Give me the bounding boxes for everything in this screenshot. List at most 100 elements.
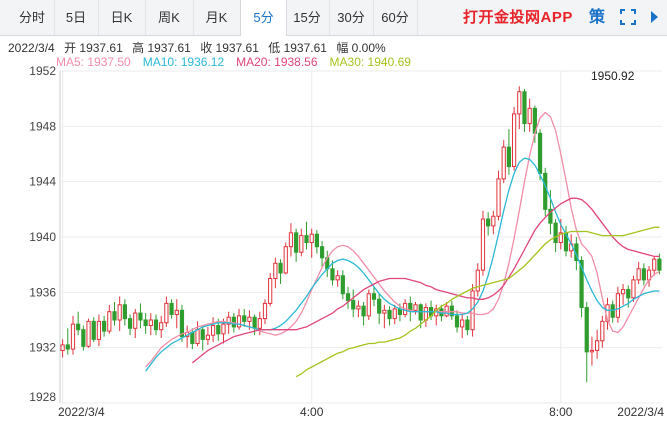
x-tick-label: 2022/3/4 [617,405,664,419]
candle-body [465,319,470,331]
candle [174,299,179,329]
candle [200,326,205,351]
ma-line-ma20 [191,197,660,364]
candle [434,304,439,326]
candle [444,302,449,318]
candle [449,300,454,320]
candle [299,228,304,257]
candle [377,293,382,325]
candle [413,302,418,315]
candle-body [657,258,662,271]
candle-body [366,293,371,317]
y-tick-label: 1932 [29,341,56,355]
candle [309,228,314,258]
candle-body [195,329,200,345]
candle-body [449,305,454,317]
tab-5[interactable]: 5分 [240,0,287,36]
candle [283,242,288,275]
candle-body [569,243,574,252]
candle [403,299,408,318]
candle [117,296,122,332]
candle [610,300,615,323]
candle-body [605,304,610,322]
candle-body [268,278,273,304]
candle-body [153,319,159,331]
candle-body [81,329,86,347]
candle-body [70,323,76,350]
y-tick-label: 1928 [29,390,56,404]
candle [548,189,553,235]
candle-body [563,232,569,252]
candle [631,275,636,303]
tab-0[interactable]: 分时 [10,0,55,35]
candle-body [283,246,288,274]
candle [65,328,70,355]
candle-body [242,315,247,322]
candle-body [397,308,403,315]
candle-body [408,302,413,311]
candle [294,228,299,262]
candle [356,300,361,318]
candle-body [117,304,122,321]
candle [179,304,185,343]
candle-body [247,316,252,322]
candle-body [387,309,392,320]
fullscreen-icon[interactable] [620,9,636,25]
candle [646,266,652,287]
open-app-link[interactable]: 打开金投网APP [463,9,573,26]
candle-body [543,172,548,210]
candle [127,314,133,336]
chevron-right-icon[interactable] [648,10,660,24]
candle-body [371,293,377,300]
tab-4[interactable]: 月K [193,0,241,35]
candle-body [537,132,543,174]
candle [252,314,257,336]
ma-line-ma30 [295,226,660,378]
candle-body [595,340,600,351]
candle-body [190,331,195,345]
candle [330,260,335,286]
candle-body [574,243,579,262]
ma-legend-item: MA30: 1940.69 [329,55,411,69]
candle [314,230,319,254]
candle-body [382,309,387,314]
candle [102,315,107,337]
candle-body [439,308,444,317]
y-tick-label: 1944 [29,175,56,189]
tab-6[interactable]: 15分 [285,0,330,35]
quote-change: 幅 0.00% [336,41,386,55]
tab-3[interactable]: 周K [145,0,194,35]
candle-body [470,290,475,331]
candle [501,140,506,184]
tab-7[interactable]: 30分 [329,0,374,35]
quote-close: 收 1937.61 [200,41,259,55]
candle-body [615,293,620,318]
tab-2[interactable]: 日K [98,0,146,35]
candle [584,302,589,383]
candle [574,237,579,271]
candle-body [107,311,112,332]
x-tick-label: 4:00 [300,405,324,419]
candle [304,221,309,250]
candle [164,296,169,327]
candle [636,261,641,285]
candle-body [428,307,434,317]
candle [657,253,662,275]
strategy-button[interactable]: 策 [589,9,606,26]
candle-body [273,262,278,279]
candle-body [185,331,190,338]
tab-8[interactable]: 60分 [373,0,418,35]
candle [641,263,646,286]
candle [335,270,340,287]
candle-body [112,311,117,321]
candle [392,304,397,325]
candle-body [392,308,397,320]
candle-body [532,107,537,134]
tab-1[interactable]: 5日 [54,0,99,35]
candle-body [413,304,418,311]
candle [345,286,351,309]
candle [205,326,211,345]
candle-body [304,235,309,244]
candle [288,223,294,257]
candle-body [257,318,262,329]
